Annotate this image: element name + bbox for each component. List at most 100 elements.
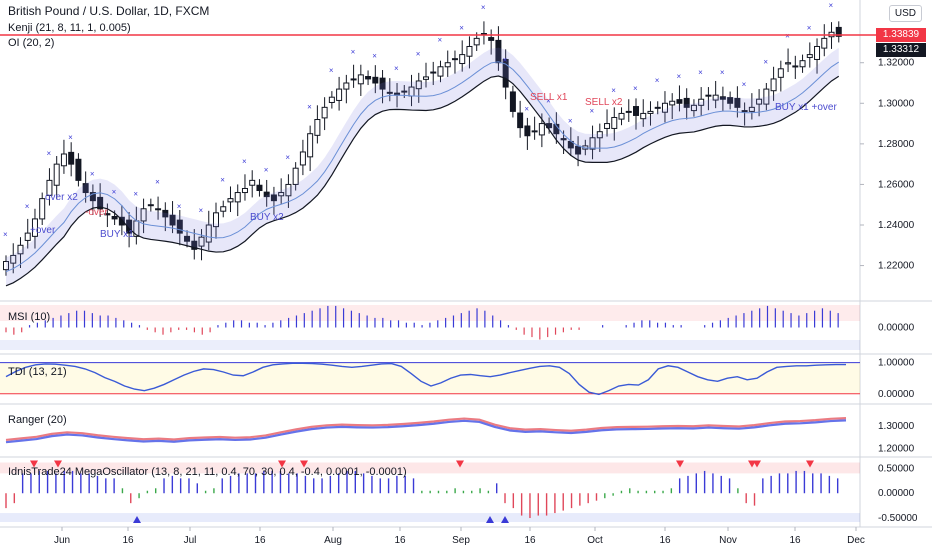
signal-marker-x: × (807, 23, 812, 32)
candle-body (24, 232, 31, 241)
price-axis-label: 1.30000 (878, 98, 915, 109)
signal-annotation: BUY x2 (250, 212, 284, 223)
signal-marker-x: × (351, 48, 356, 57)
time-axis-label: Sep (452, 535, 470, 546)
candle-body (604, 123, 611, 129)
candle-body (89, 192, 96, 202)
study-label-msi[interactable]: MSI (10) (8, 311, 51, 323)
time-axis-label: Nov (719, 535, 737, 546)
signal-marker-x: × (785, 31, 790, 40)
candle-body (147, 204, 154, 207)
price-axis-label: 1.26000 (878, 179, 915, 190)
candle-body (777, 68, 784, 78)
signal-marker-x: × (459, 23, 464, 32)
mega-lower-band (0, 513, 860, 523)
candle-body (307, 133, 314, 158)
study-label-mega[interactable]: IdnisTrade24 MegaOscillator (13, 8, 21, … (8, 466, 407, 478)
signal-marker-x: × (590, 106, 595, 115)
mega-sell-marker (300, 460, 308, 468)
signal-marker-x: × (524, 104, 529, 113)
mega-sell-marker (30, 460, 38, 468)
candle-body (386, 91, 393, 94)
time-axis-label: 16 (524, 535, 536, 546)
symbol-title: British Pound / U.S. Dollar, 1D, FXCM (8, 4, 210, 18)
price-axis-label: 1.22000 (878, 261, 915, 272)
price-axis-label: 1.28000 (878, 139, 915, 150)
ranger-line (5, 419, 847, 444)
candle-body (97, 196, 104, 210)
signal-marker-x: × (503, 56, 508, 65)
candle-body (698, 98, 705, 106)
candle-body (727, 97, 734, 104)
ranger-axis-label: 1.30000 (878, 421, 915, 432)
candle-body (654, 106, 661, 109)
candle-body (647, 110, 654, 114)
candle-body (683, 97, 690, 108)
ranger-line (5, 417, 847, 442)
tdi-line (5, 362, 846, 396)
candle-body (502, 58, 509, 88)
candle-body (299, 151, 306, 166)
signal-marker-x: × (720, 68, 725, 77)
candle-body (756, 98, 763, 105)
candle-body (118, 216, 125, 226)
signal-marker-x: × (112, 188, 117, 197)
candle-body (234, 192, 241, 203)
candle-body (198, 236, 205, 247)
study-label-oi[interactable]: OI (20, 2) (8, 37, 55, 49)
candle-body (451, 58, 458, 61)
msi-upper-band (0, 305, 860, 321)
candle-body (270, 194, 277, 202)
signal-annotation: +over (30, 225, 56, 236)
candle-body (169, 214, 176, 226)
msi-axis-label: 0.00000 (878, 323, 915, 334)
candle-body (430, 71, 437, 74)
signal-marker-x: × (3, 230, 8, 239)
candle-body (437, 66, 444, 77)
signal-marker-x: × (742, 80, 747, 89)
candle-body (256, 184, 263, 192)
study-label-tdi[interactable]: TDI (13, 21) (8, 366, 67, 378)
candle-body (227, 198, 234, 203)
candle-body (719, 96, 726, 100)
candle-body (669, 100, 676, 106)
signal-marker-x: × (133, 190, 138, 199)
candle-body (538, 123, 545, 136)
candle-body (835, 26, 842, 37)
signal-marker-x: × (46, 149, 51, 158)
study-label-ranger[interactable]: Ranger (20) (8, 414, 67, 426)
time-axis-label: 16 (394, 535, 406, 546)
candle-body (343, 82, 350, 90)
signal-marker-x: × (568, 117, 573, 126)
candle-body (517, 112, 524, 129)
signal-annotation: BUY x1 (100, 229, 134, 240)
signal-marker-x: × (481, 3, 486, 12)
candle-body (423, 76, 429, 80)
signal-marker-x: × (220, 175, 225, 184)
candle-body (560, 138, 567, 141)
candle-body (249, 179, 256, 186)
currency-button[interactable]: USD (888, 5, 922, 22)
candle-body (176, 219, 183, 234)
candle-body (263, 191, 270, 198)
candle-body (524, 125, 531, 137)
candle-body (618, 112, 625, 120)
candle-body (285, 183, 292, 197)
candle-body (321, 106, 328, 119)
signal-marker-x: × (25, 202, 30, 211)
signal-annotation: SELL x1 (530, 92, 568, 103)
signal-annotation: BUY x1 +over (775, 102, 837, 113)
candle-body (509, 91, 516, 112)
candle-body (336, 88, 343, 101)
signal-marker-x: × (90, 169, 95, 178)
signal-marker-x: × (655, 76, 660, 85)
signal-marker-x: × (199, 206, 204, 215)
signal-marker-x: × (285, 153, 290, 162)
mega-axis-label: -0.50000 (878, 513, 918, 524)
signal-marker-x: × (329, 66, 334, 75)
candle-body (633, 106, 639, 116)
signal-marker-x: × (416, 50, 421, 59)
signal-annotation: -over (85, 207, 108, 218)
study-label-kenji[interactable]: Kenji (21, 8, 11, 1, 0.005) (8, 22, 131, 34)
